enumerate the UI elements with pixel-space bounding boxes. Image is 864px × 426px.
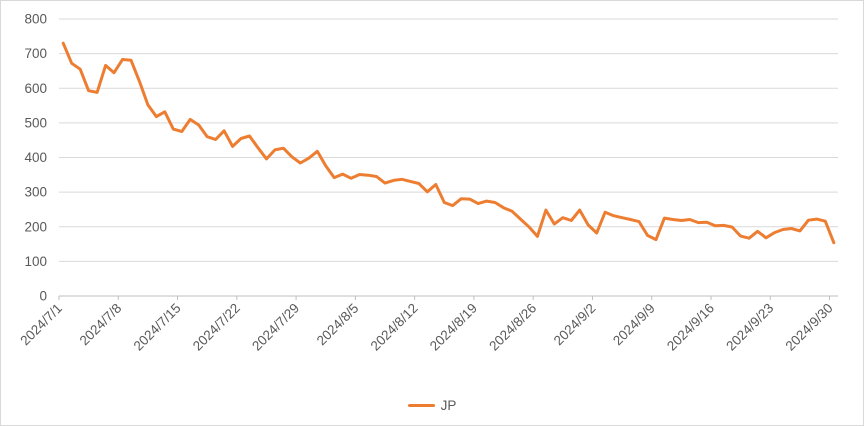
legend: JP <box>1 395 863 415</box>
y-axis-label: 400 <box>24 150 47 165</box>
y-axis-label: 800 <box>24 12 47 27</box>
x-axis-label: 2024/8/12 <box>368 301 421 354</box>
series-line-jp <box>61 41 836 245</box>
x-axis-label: 2024/7/8 <box>77 301 125 349</box>
x-axis-label: 2024/9/16 <box>664 301 717 354</box>
y-axis-label: 300 <box>24 185 47 200</box>
y-axis-label: 500 <box>24 115 47 130</box>
legend-label: JP <box>440 397 457 413</box>
x-axis-label: 2024/7/1 <box>17 301 65 349</box>
y-axis-label: 0 <box>39 289 47 304</box>
legend-line-swatch <box>407 403 435 407</box>
x-axis-label: 2024/8/26 <box>486 301 539 354</box>
x-axis-label: 2024/7/22 <box>190 301 243 354</box>
x-axis-label: 2024/7/29 <box>249 301 302 354</box>
x-axis-label: 2024/7/15 <box>131 301 184 354</box>
y-axis-label: 600 <box>24 81 47 96</box>
x-axis-label: 2024/9/30 <box>783 301 836 354</box>
x-axis-label: 2024/9/2 <box>551 301 599 349</box>
y-axis-label: 700 <box>24 46 47 61</box>
x-axis-label: 2024/8/19 <box>427 301 480 354</box>
x-axis-label: 2024/9/23 <box>723 301 776 354</box>
y-axis-label: 200 <box>24 219 47 234</box>
x-axis-label: 2024/8/5 <box>314 301 362 349</box>
x-axis-label: 2024/9/9 <box>610 301 658 349</box>
y-axis-label: 100 <box>24 254 47 269</box>
